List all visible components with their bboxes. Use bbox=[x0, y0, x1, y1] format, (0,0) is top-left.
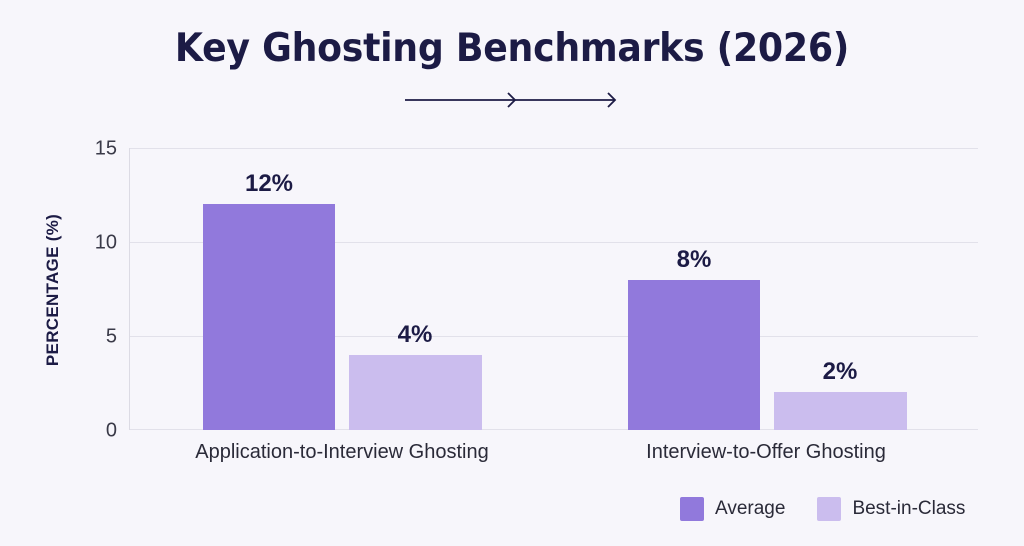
legend-item-best-in-class: Best-in-Class bbox=[817, 497, 965, 521]
bar-bestinclass-interview-to-offer bbox=[774, 392, 907, 430]
value-label: 12% bbox=[244, 170, 294, 198]
bar-bestinclass-app-to-interview bbox=[349, 354, 482, 430]
y-tick-5: 5 bbox=[105, 325, 117, 348]
value-label: 4% bbox=[397, 320, 433, 348]
legend-item-average: Average bbox=[680, 497, 785, 521]
value-label: 8% bbox=[676, 245, 712, 273]
legend-label: Best-in-Class bbox=[852, 498, 966, 519]
gridline-15 bbox=[130, 148, 978, 149]
y-tick-15: 15 bbox=[94, 137, 117, 160]
bar-average-interview-to-offer bbox=[628, 279, 760, 430]
bar-average-app-to-interview bbox=[203, 204, 335, 430]
category-label-app-to-interview: Application-to-Interview Ghosting bbox=[195, 441, 489, 463]
gridline-0 bbox=[130, 429, 978, 430]
gridline-5 bbox=[130, 336, 978, 337]
arrow-right-icon bbox=[405, 92, 617, 108]
gridline-10 bbox=[130, 242, 978, 243]
y-axis-label: PERCENTAGE (%) bbox=[43, 213, 62, 367]
chart-title: Key Ghosting Benchmarks (2026) bbox=[174, 26, 850, 71]
plot-area: 12% 4% 8% 2% bbox=[129, 148, 978, 430]
category-label-interview-to-offer: Interview-to-Offer Ghosting bbox=[646, 441, 886, 463]
y-tick-0: 0 bbox=[105, 419, 117, 442]
legend-swatch-average bbox=[680, 497, 704, 521]
y-tick-10: 10 bbox=[94, 231, 117, 254]
legend-swatch-best-in-class bbox=[817, 497, 842, 521]
value-label: 2% bbox=[822, 358, 858, 386]
legend: Average Best-in-Class bbox=[680, 497, 997, 521]
legend-label: Average bbox=[715, 498, 786, 519]
